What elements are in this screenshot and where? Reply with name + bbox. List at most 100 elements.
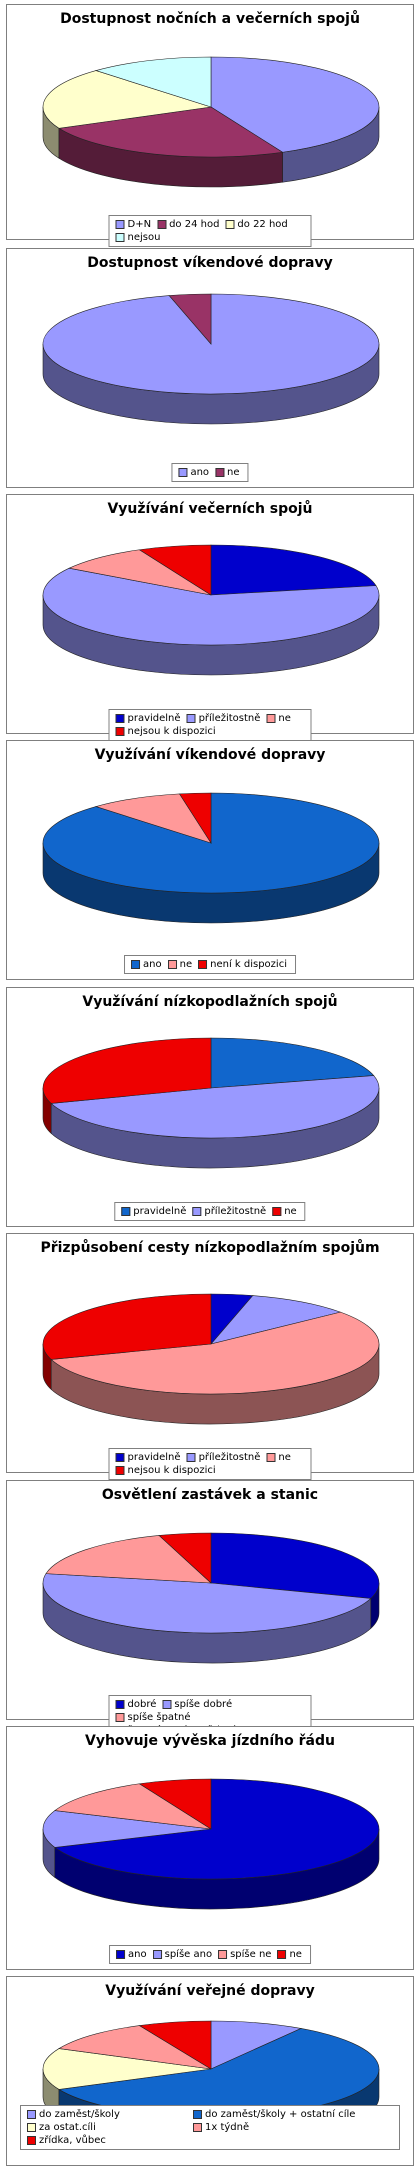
legend-label: do zaměst/školy <box>39 2109 120 2120</box>
legend-label: nejsou k dispozici <box>127 1465 216 1476</box>
legend-swatch <box>115 1700 125 1709</box>
legend-label: pravidelně <box>127 1452 181 1463</box>
legend-swatch <box>215 468 225 477</box>
legend-item-d-n: D+N <box>115 219 152 230</box>
chart-legend: ano spíše ano spíše ne ne <box>109 1945 311 1964</box>
legend-label: dobré <box>127 1699 157 1710</box>
legend-swatch <box>157 220 167 229</box>
legend-label: příležitostně <box>198 1452 261 1463</box>
pie-slice-dobre <box>210 1532 380 1599</box>
pie-slice-nejsou <box>94 56 212 108</box>
pie-chart <box>42 544 380 676</box>
legend-swatch <box>115 1466 125 1475</box>
legend-item-prilezitostne: příležitostně <box>186 1452 261 1463</box>
legend-item-pravidelne: pravidelně <box>115 713 181 724</box>
chart-legend: pravidelně příležitostně ne nejsou k dispoz… <box>108 1448 312 1480</box>
legend-swatch <box>277 1950 287 1959</box>
pie-slice-do-22-hod <box>42 70 212 129</box>
legend-item-do-zamest-skoly-ostatni-cile: do zaměst/školy + ostatní cíle <box>193 2109 383 2120</box>
pie-slice-pravidelne <box>210 544 377 596</box>
legend-label: pravidelně <box>127 713 181 724</box>
pie-chart <box>42 56 380 188</box>
legend-swatch <box>167 960 177 969</box>
pie-slice-zridka-vubec <box>138 2020 212 2070</box>
legend-swatch <box>198 960 208 969</box>
pie-slice-ne <box>68 549 212 596</box>
chart-title: Dostupnost víkendové dopravy <box>87 255 333 271</box>
legend-swatch <box>162 1700 172 1709</box>
legend-item-spise-ano: spíše ano <box>152 1949 212 1960</box>
legend-label: pravidelně <box>133 1206 187 1217</box>
legend-item-ne: ne <box>215 467 240 478</box>
legend-swatch <box>115 714 125 723</box>
legend-label: ne <box>179 959 193 970</box>
chart-legend: ano ne není k dispozici <box>124 955 296 974</box>
chart-panel-3: Využívání večerních spojů pravidelně příle… <box>6 494 414 741</box>
pie-slice-nejsou-k-dispozici <box>138 544 212 596</box>
pie-slice-do-24-hod <box>58 106 284 158</box>
legend-label: spíše dobré <box>174 1699 233 1710</box>
legend-item-ne: ne <box>266 713 291 724</box>
legend-item-ano: ano <box>131 959 162 970</box>
legend-swatch <box>193 2110 202 2119</box>
pie-slice-neni-k-dispozici <box>178 792 212 845</box>
legend-label: ne <box>289 1949 302 1960</box>
legend-label: do 24 hod <box>169 219 220 230</box>
pie-slice-prilezitostne <box>42 567 380 646</box>
legend-item-spise-dobre: spíše dobré <box>162 1699 232 1710</box>
pie-slice-ne <box>138 1778 212 1830</box>
legend-label: do 22 hod <box>237 219 288 230</box>
legend-label: není k dispozici <box>210 959 287 970</box>
legend-swatch <box>115 1453 125 1462</box>
legend-label: spíše ne <box>230 1949 272 1960</box>
pie-chart <box>42 1532 380 1664</box>
pie-chart <box>42 1778 380 1910</box>
legend-item-nejsou-k-dispozici: nejsou k dispozici <box>115 726 216 737</box>
legend-swatch <box>115 727 125 736</box>
legend-item-nejsou-k-dispozici: nejsou k dispozici <box>115 1465 216 1476</box>
legend-swatch <box>131 960 141 969</box>
legend-swatch <box>121 1207 131 1216</box>
chart-panel-2: Dostupnost víkendové dopravy ano ne <box>6 248 414 488</box>
legend-item-ano: ano <box>116 1949 147 1960</box>
pie-slice-spise-spatne <box>45 1535 212 1584</box>
legend-item-zridka-vubec: zřídka, vůbec <box>27 2135 187 2146</box>
chart-panel-1: Dostupnost nočních a večerních spojů D+N d… <box>6 4 414 247</box>
legend-item-pravidelne: pravidelně <box>115 1452 181 1463</box>
legend-swatch <box>272 1207 282 1216</box>
legend-label: nejsou <box>127 232 161 243</box>
legend-swatch <box>27 2110 36 2119</box>
pie-chart <box>42 1037 380 1169</box>
chart-title: Využívání nízkopodlažních spojů <box>82 994 338 1010</box>
legend-item-1x-tydne: 1x týdně <box>193 2122 383 2133</box>
chart-title: Vyhovuje vývěska jízdního řádu <box>85 1733 335 1749</box>
legend-swatch <box>27 2136 36 2145</box>
legend-item-ne: ne <box>266 1452 291 1463</box>
chart-legend: pravidelně příležitostně ne <box>114 1202 306 1221</box>
pie-slice-do-zamest-skoly <box>210 2020 303 2070</box>
chart-panel-6: Přizpůsobení cesty nízkopodlažním spojům… <box>6 1233 414 1480</box>
pie-slice-d-n <box>210 56 380 153</box>
pie-chart <box>42 1293 380 1425</box>
pie-slice-pravidelne <box>210 1037 375 1089</box>
legend-label: spíše špatné <box>127 1712 191 1723</box>
legend-label: D+N <box>127 219 152 230</box>
legend-swatch <box>266 714 276 723</box>
legend-item-ne: ne <box>272 1206 297 1217</box>
legend-label: ano <box>143 959 162 970</box>
legend-swatch <box>186 714 196 723</box>
pie-chart <box>42 293 380 425</box>
pie-slice-spatne-neni-osvetleni <box>158 1532 212 1584</box>
legend-swatch <box>186 1453 196 1462</box>
pie-slice-1x-tydne <box>58 2025 212 2070</box>
chart-panel-8: Vyhovuje vývěska jízdního řádu ano spíše a… <box>6 1726 414 1970</box>
chart-title: Využívání večerních spojů <box>107 501 313 517</box>
legend-item-ne: ne <box>277 1949 302 1960</box>
legend-swatch <box>178 468 188 477</box>
legend-label: zřídka, vůbec <box>39 2135 106 2146</box>
chart-title: Využívání veřejné dopravy <box>105 1983 315 1999</box>
legend-label: ne <box>227 467 240 478</box>
chart-title: Přizpůsobení cesty nízkopodlažním spojům <box>40 1240 380 1256</box>
legend-item-dobre: dobré <box>115 1699 157 1710</box>
